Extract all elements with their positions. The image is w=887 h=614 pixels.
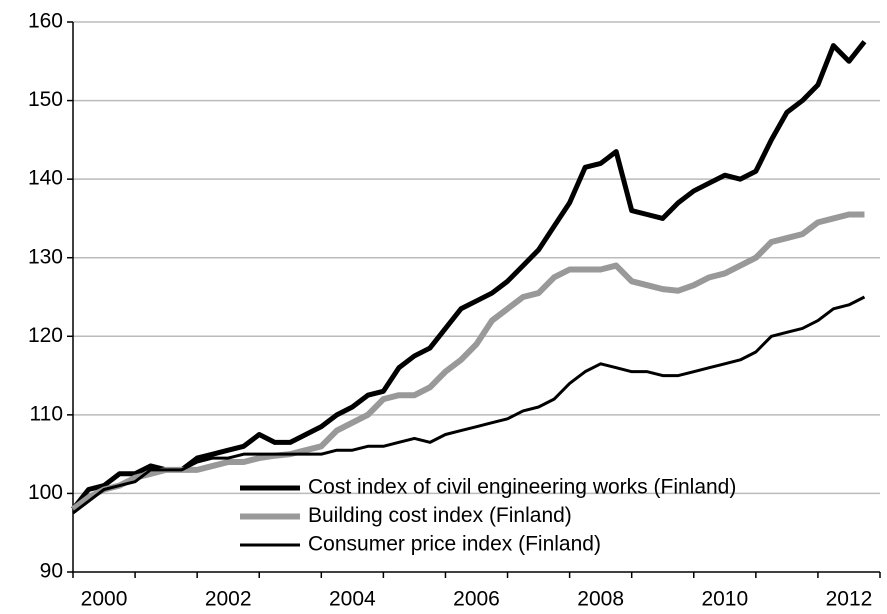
legend-label: Cost index of civil engineering works (F… [308, 476, 736, 499]
series-line [72, 295, 866, 515]
legend-label: Consumer price index (Finland) [308, 533, 601, 556]
x-tick-label: 2010 [701, 588, 748, 611]
x-tick-label: 2000 [81, 588, 128, 611]
y-tick-label: 90 [40, 560, 63, 583]
x-tick-label: 2004 [329, 588, 376, 611]
x-tick-label: 2012 [826, 588, 873, 611]
y-tick-label: 120 [28, 324, 63, 347]
y-tick-label: 160 [28, 10, 63, 33]
y-tick-label: 150 [28, 88, 63, 111]
y-tick-label: 130 [28, 245, 63, 268]
series-line [71, 211, 865, 512]
x-tick-label: 2008 [577, 588, 624, 611]
y-tick-label: 100 [28, 481, 63, 504]
series-line [71, 40, 867, 511]
x-tick-label: 2002 [205, 588, 252, 611]
y-tick-label: 110 [30, 402, 63, 425]
x-tick-label: 2006 [453, 588, 500, 611]
legend-label: Building cost index (Finland) [308, 504, 572, 527]
y-tick-label: 140 [28, 167, 63, 190]
